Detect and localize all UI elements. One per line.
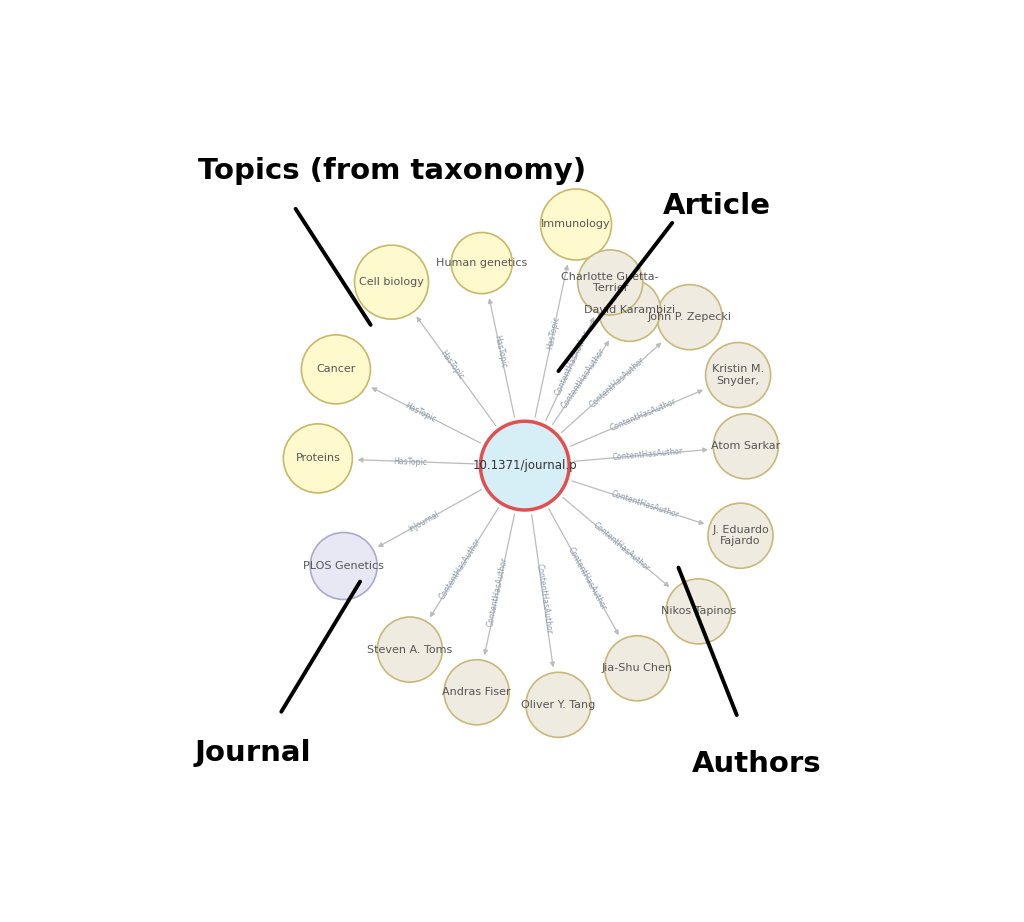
Circle shape [714,414,778,479]
Text: ContentHasAuthor: ContentHasAuthor [438,536,483,601]
Circle shape [598,279,660,341]
Text: Journal: Journal [195,739,311,767]
Text: Immunology: Immunology [542,219,611,230]
Text: Authors: Authors [691,750,821,777]
Text: Human genetics: Human genetics [436,258,527,268]
Circle shape [444,660,509,725]
Text: Andras Fiser: Andras Fiser [442,687,511,697]
Text: InJournal: InJournal [408,509,441,534]
Text: HasTopic: HasTopic [393,456,427,467]
Text: HasTopic: HasTopic [545,315,561,350]
Circle shape [526,672,591,738]
Text: Proteins: Proteins [295,454,340,464]
Text: John P. Zepecki: John P. Zepecki [647,313,732,322]
Circle shape [310,533,377,599]
Text: ContentHasAuthor: ContentHasAuthor [566,546,608,612]
Text: ContentHasAuthor: ContentHasAuthor [535,563,553,634]
Text: ContentHasAuthor: ContentHasAuthor [612,447,684,463]
Circle shape [708,503,773,568]
Text: ContentHasAuthor: ContentHasAuthor [592,521,652,573]
Text: Atom Sarkar: Atom Sarkar [712,442,780,451]
Text: Kristin M.
Snyder,: Kristin M. Snyder, [712,364,764,386]
Text: ContentHasAuthor: ContentHasAuthor [588,356,646,410]
Text: 10.1371/journal.p: 10.1371/journal.p [472,459,578,472]
Text: Nikos Tapinos: Nikos Tapinos [660,607,736,617]
Text: Jia-Shu Chen: Jia-Shu Chen [602,663,673,673]
Text: Article: Article [664,193,771,220]
Text: Charlotte Guetta-
Terrier: Charlotte Guetta- Terrier [561,272,659,293]
Text: HasTopic: HasTopic [403,401,437,424]
Text: HasTopic: HasTopic [493,334,509,369]
Text: PLOS Genetics: PLOS Genetics [303,561,384,571]
Circle shape [354,245,428,319]
Text: David Karambizi: David Karambizi [584,305,675,315]
Circle shape [666,579,731,644]
Circle shape [284,424,352,493]
Text: J. Eduardo
Fajardo: J. Eduardo Fajardo [712,525,769,547]
Circle shape [480,421,569,510]
Text: ContentHasAuthor: ContentHasAuthor [486,556,510,628]
Text: ContentHasAuthor: ContentHasAuthor [554,329,592,397]
Text: HasTopic: HasTopic [438,349,465,382]
Text: ContentHasAuthor: ContentHasAuthor [560,346,607,410]
Text: ContentHasAuthor: ContentHasAuthor [609,397,678,433]
Circle shape [657,285,722,349]
Circle shape [604,636,670,701]
Text: Topics (from taxonomy): Topics (from taxonomy) [199,157,587,184]
Circle shape [301,335,371,404]
Text: Steven A. Toms: Steven A. Toms [368,644,453,655]
Text: Cell biology: Cell biology [359,278,424,287]
Circle shape [377,617,442,682]
Circle shape [706,343,771,408]
Circle shape [541,189,611,260]
Text: Cancer: Cancer [316,364,355,374]
Circle shape [578,250,643,315]
Text: Oliver Y. Tang: Oliver Y. Tang [521,700,596,710]
Text: ContentHasAuthor: ContentHasAuthor [610,490,680,520]
Circle shape [452,232,512,293]
